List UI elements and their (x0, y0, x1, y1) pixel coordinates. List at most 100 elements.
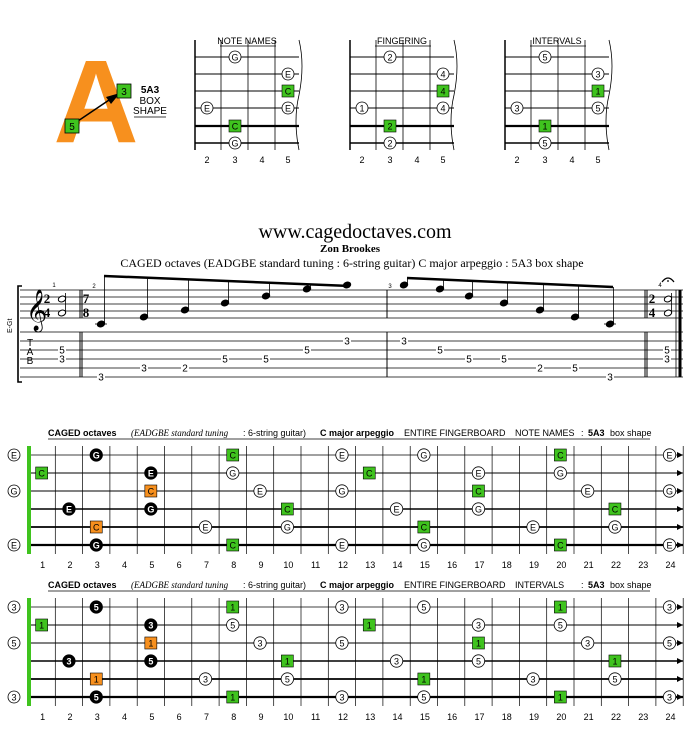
board-fret-number: 11 (311, 712, 320, 722)
board-marker-label: C (557, 451, 564, 461)
board-marker-label: 1 (285, 657, 290, 667)
board-fret-number: 6 (177, 560, 182, 570)
diagram-marker-label: 4 (440, 87, 445, 97)
board-marker-green (417, 672, 431, 686)
board-marker-label: G (147, 505, 154, 515)
board-marker-black (62, 502, 76, 516)
open-string-marker (7, 538, 21, 552)
diagram-fret-number: 2 (359, 155, 364, 165)
board-marker-white (526, 520, 540, 534)
author-name: Zon Brookes (320, 243, 381, 255)
diagram-fret-number: 3 (387, 155, 392, 165)
open-string-marker (7, 600, 21, 614)
logo-shape-word-shape: SHAPE (133, 106, 167, 117)
board-title-part: INTERVALS (515, 580, 564, 590)
diagram-marker-label: E (204, 104, 210, 114)
board-marker-label: 5 (421, 603, 426, 613)
board-marker-white (662, 690, 677, 704)
diagram-marker-label: E (285, 70, 291, 80)
board-marker-white (335, 484, 349, 498)
board-marker-label: 5 (94, 693, 99, 703)
board-marker-black (144, 618, 158, 632)
board-marker-label: E (202, 523, 208, 533)
tab-number: 5 (664, 346, 670, 357)
board-marker-white (581, 636, 595, 650)
board-marker-label: G (338, 487, 345, 497)
open-string-marker (7, 484, 21, 498)
tab-number-bg (663, 354, 671, 363)
diagram-marker (281, 101, 295, 115)
board-fret-number: 20 (556, 712, 566, 722)
diagram-marker-label: 5 (595, 104, 600, 114)
board-fret-number: 8 (231, 560, 236, 570)
board-marker-label: G (611, 523, 618, 533)
board-marker-white (335, 600, 349, 614)
diagram-marker (591, 67, 605, 81)
diagram-title: NOTE NAMES (217, 36, 277, 46)
logo-root-marker (64, 118, 80, 134)
board-marker-label: 1 (421, 675, 426, 685)
string-end-arrow (677, 488, 683, 494)
open-string-label: 5 (11, 639, 16, 649)
board-fret-number: 18 (502, 560, 512, 570)
diagram-3: INTERVALS 5 3 1 3 5 1 5 2 3 4 5 (504, 36, 613, 165)
board-marker-white (335, 448, 349, 462)
board-title-part: CAGED octaves (48, 428, 117, 438)
tab-number: 5 (501, 355, 507, 366)
board-title-part: box shape (610, 580, 652, 590)
board-marker-green (472, 484, 485, 498)
board-title-part: ENTIRE FINGERBOARD (404, 580, 506, 590)
board-marker-white (389, 654, 404, 668)
board-marker-black (89, 600, 103, 614)
diagram-fret-number: 4 (414, 155, 419, 165)
tab-number: 5 (466, 355, 472, 366)
board-marker-label: E (339, 541, 345, 551)
board-marker-black (89, 448, 103, 462)
board-marker-orange (144, 484, 158, 498)
board-marker-green (554, 690, 567, 704)
board-fret-number: 1 (40, 712, 45, 722)
board-title-part: C major arpeggio (320, 580, 395, 590)
board-marker-label: 5 (667, 639, 672, 649)
diagram-root-marker (436, 84, 450, 98)
board-fret-number: 17 (474, 560, 484, 570)
board-marker-label: 1 (367, 621, 372, 631)
board-marker-white (553, 466, 567, 480)
board-fret-number: 16 (447, 560, 457, 570)
board-fret-number: 16 (447, 712, 457, 722)
board-marker-label: G (475, 505, 482, 515)
board-fret-number: 10 (283, 560, 293, 570)
board-marker-label: 5 (94, 603, 99, 613)
board-marker-green (226, 448, 240, 462)
board-marker-label: 1 (558, 603, 563, 613)
diagram-marker-label: 1 (359, 104, 364, 114)
board-fret-number: 18 (502, 712, 512, 722)
board-fret-number: 1 (40, 560, 45, 570)
board-marker-label: G (420, 541, 427, 551)
board-marker-label: E (585, 487, 591, 497)
board-fret-number: 11 (311, 560, 320, 570)
diagram-marker-label: 2 (387, 53, 392, 63)
diagram-root-marker (591, 84, 605, 98)
time-sig-bottom: 8 (83, 305, 90, 320)
board-marker-white (226, 466, 240, 480)
diagram-fret-number: 5 (285, 155, 290, 165)
board-fret-number: 21 (584, 712, 594, 722)
board-marker-label: E (66, 505, 72, 515)
diagram-marker-label: C (285, 87, 292, 97)
tab-number-bg (303, 345, 311, 354)
diagram-title: INTERVALS (532, 36, 581, 46)
board-marker-white (417, 448, 431, 462)
logo-shape-word-box: BOX (139, 96, 160, 107)
diagram-fret-number: 2 (204, 155, 209, 165)
diagram-marker-label: G (231, 139, 238, 149)
board-fret-number: 4 (122, 560, 127, 570)
board-fret-number: 24 (666, 712, 676, 722)
board-fret-number: 5 (149, 712, 154, 722)
tab-number-bg (58, 354, 66, 363)
board-marker-label: C (612, 505, 619, 515)
board-marker-label: C (475, 487, 482, 497)
board-marker-black (89, 690, 103, 704)
board-marker-label: 1 (230, 603, 235, 613)
